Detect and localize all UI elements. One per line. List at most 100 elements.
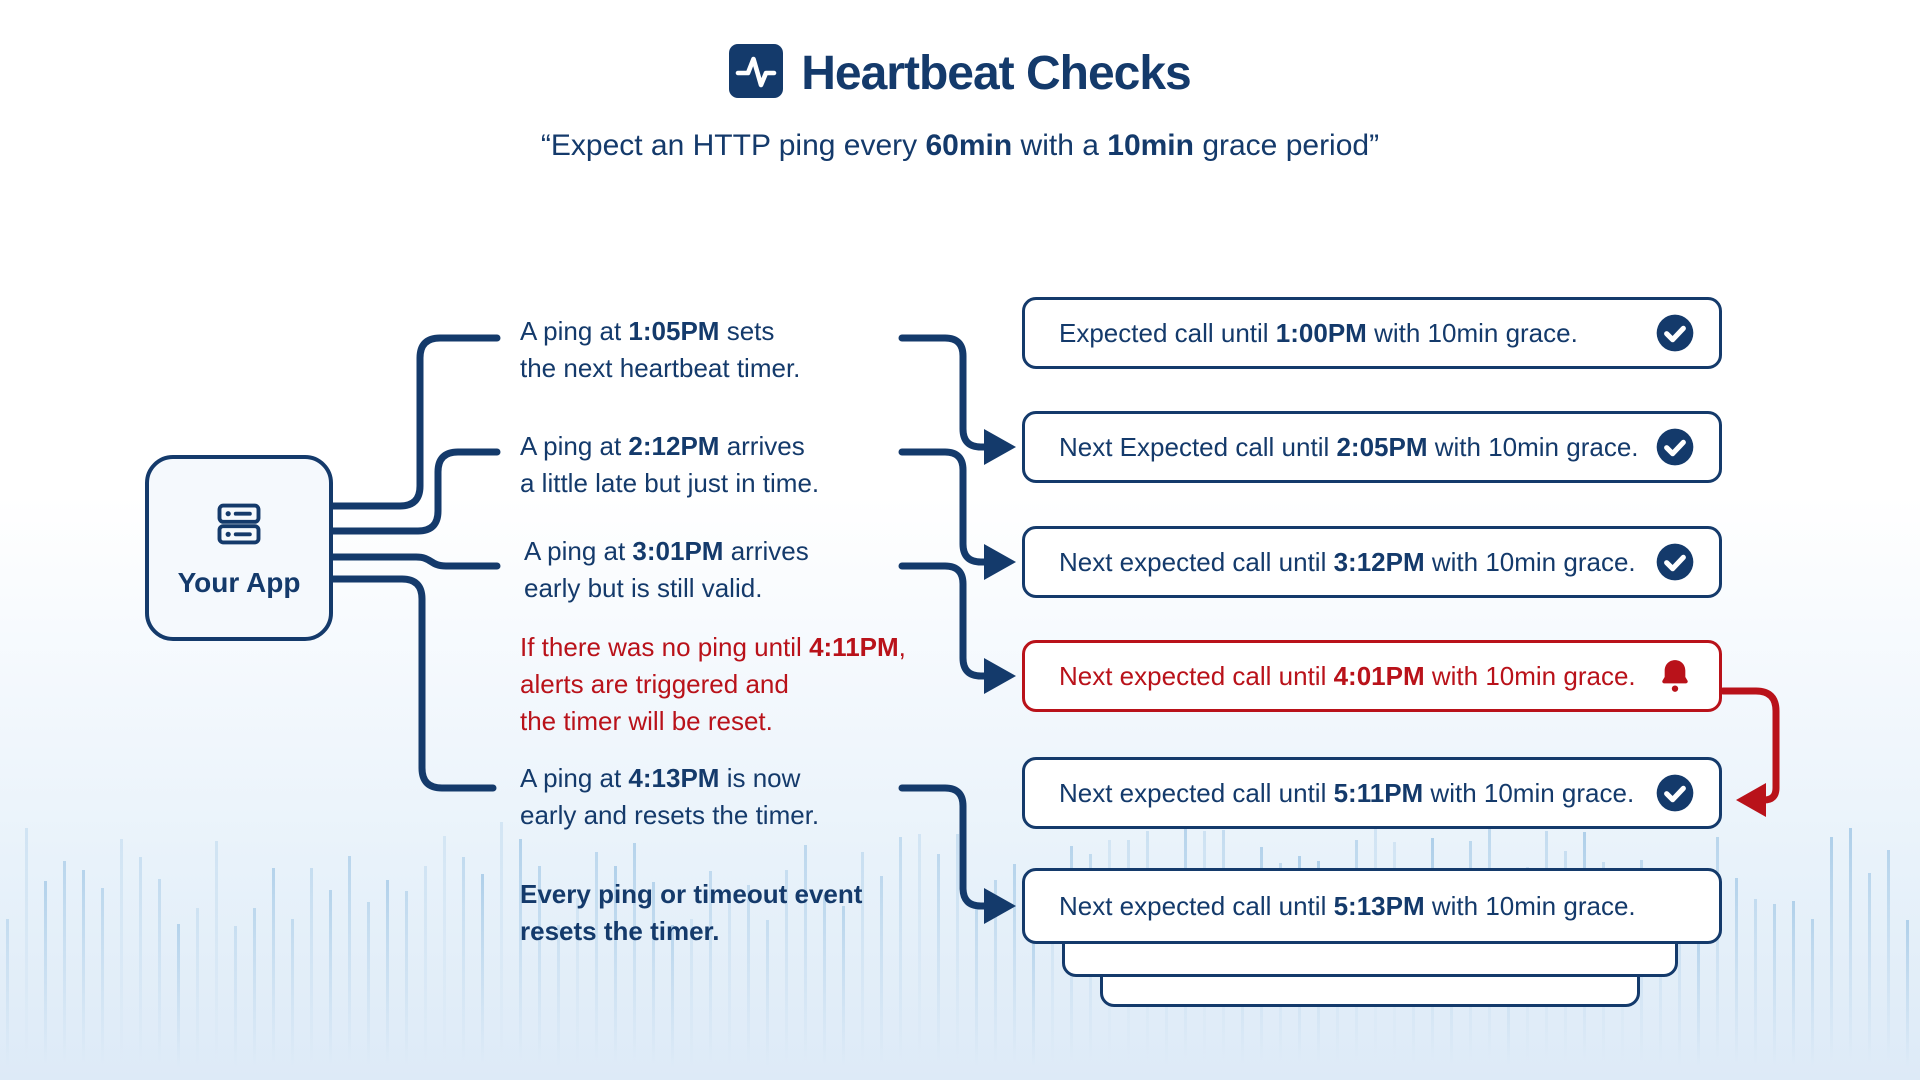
page-title: Heartbeat Checks (801, 47, 1192, 100)
event-card: Next Expected call until 2:05PM with 10m… (1022, 411, 1722, 483)
your-app-node: Your App (145, 455, 333, 641)
annotation-line: A ping at 4:13PM is now (520, 763, 801, 793)
waveform-bar (1678, 919, 1681, 1080)
waveform-bar (500, 822, 503, 1080)
waveform-bar (1754, 899, 1757, 1080)
annotation-line: early but is still valid. (524, 573, 763, 603)
waveform-bar (690, 919, 693, 1080)
annotation-line: early and resets the timer. (520, 800, 820, 830)
waveform-bar (120, 839, 123, 1080)
server-icon (213, 498, 265, 555)
waveform-bar (861, 852, 864, 1080)
event-card: Expected call until 1:00PM with 10min gr… (1022, 297, 1722, 369)
waveform-bar (937, 854, 940, 1080)
waveform-bar (1849, 828, 1852, 1080)
waveform-bar (709, 871, 712, 1080)
annotation-note: A ping at 4:13PM is now early and resets … (520, 760, 819, 834)
arrowhead-event2 (984, 429, 1016, 465)
arrowhead-event4 (984, 658, 1016, 694)
connector-note2-to-event3 (898, 448, 990, 566)
waveform-bar (804, 845, 807, 1080)
alert-loop-arrow (1719, 687, 1780, 804)
waveform-bar (1811, 919, 1814, 1080)
waveform-bar (975, 907, 978, 1080)
waveform-bar (405, 891, 408, 1080)
waveform-bar (1868, 873, 1871, 1080)
waveform-bar (1697, 908, 1700, 1080)
waveform-bar (956, 834, 959, 1080)
waveform-bar (766, 920, 769, 1080)
header: Heartbeat Checks “Expect an HTTP ping ev… (0, 44, 1920, 163)
annotation-line: a little late but just in time. (520, 468, 820, 498)
event-text: Expected call until 1:00PM with 10min gr… (1059, 317, 1578, 348)
waveform-bar (1792, 901, 1795, 1080)
waveform-bar (367, 902, 370, 1080)
waveform-bar (747, 885, 750, 1080)
waveform-bar (101, 888, 104, 1080)
waveform-bar (234, 926, 237, 1080)
waveform-bar (177, 924, 180, 1080)
waveform-bar (538, 866, 541, 1080)
connector-app-to-note-1 (329, 334, 501, 510)
waveform-bar (994, 880, 997, 1080)
waveform-bar (1735, 878, 1738, 1080)
connector-app-to-note-3 (329, 553, 501, 570)
your-app-label: Your App (177, 566, 301, 598)
annotation-line: Every ping or timeout event (520, 879, 863, 909)
waveform-bar (652, 882, 655, 1080)
waveform-bar (44, 881, 47, 1080)
waveform-bar (1013, 864, 1016, 1080)
waveform-bar (1830, 837, 1833, 1080)
waveform-bar (196, 908, 199, 1080)
arrowhead-event3 (984, 544, 1016, 580)
annotation-line: alerts are triggered and (520, 669, 789, 699)
waveform-bar (291, 919, 294, 1080)
connector-app-to-note-5 (329, 575, 497, 792)
waveform-bar (842, 906, 845, 1080)
waveform-bar (386, 880, 389, 1080)
check-icon (1656, 314, 1694, 352)
waveform-bar (1906, 920, 1909, 1080)
waveform-bar (899, 837, 902, 1080)
waveform-bar (576, 898, 579, 1080)
annotation-line: the next heartbeat timer. (520, 353, 801, 383)
waveform-bar (462, 857, 465, 1080)
annotation-note: Every ping or timeout event resets the ti… (520, 876, 862, 950)
annotation-note: A ping at 1:05PM sets the next heartbeat … (520, 313, 800, 387)
waveform-bar (443, 836, 446, 1080)
waveform-bar (329, 890, 332, 1080)
check-icon (1656, 543, 1694, 581)
annotation-line: If there was no ping until 4:11PM, (520, 632, 906, 662)
event-text: Next expected call until 5:13PM with 10m… (1059, 890, 1636, 921)
waveform-bar (25, 828, 28, 1080)
alert-bell-icon (1662, 660, 1688, 692)
waveform-bar (215, 841, 218, 1080)
waveform-bar (6, 919, 9, 1080)
waveform-bar (310, 868, 313, 1080)
waveform-bar (1887, 850, 1890, 1080)
alert-loop-arrowhead (1736, 783, 1766, 817)
waveform-bar (1773, 904, 1776, 1080)
waveform-bar (614, 866, 617, 1080)
waveform-bar (1032, 914, 1035, 1080)
annotation-note: A ping at 3:01PM arrives early but is sti… (524, 533, 809, 607)
event-text: Next Expected call until 2:05PM with 10m… (1059, 431, 1639, 462)
event-text: Next expected call until 3:12PM with 10m… (1059, 546, 1636, 577)
annotation-note: A ping at 2:12PM arrives a little late bu… (520, 428, 819, 502)
event-text: Next expected call until 5:11PM with 10m… (1059, 777, 1635, 808)
check-icon (1656, 774, 1694, 812)
connector-note5-to-event6 (898, 784, 990, 910)
waveform-bar (671, 925, 674, 1080)
waveform-bar (633, 843, 636, 1080)
waveform-bar (557, 925, 560, 1080)
waveform-bar (785, 870, 788, 1080)
waveform-bar (424, 866, 427, 1080)
waveform-bar (272, 868, 275, 1080)
event-text: Next expected call until 4:01PM with 10m… (1059, 660, 1636, 691)
annotation-line: A ping at 3:01PM arrives (524, 536, 809, 566)
waveform-bar (880, 876, 883, 1080)
waveform-bar (481, 874, 484, 1080)
connector-note1-to-event2 (898, 334, 990, 451)
